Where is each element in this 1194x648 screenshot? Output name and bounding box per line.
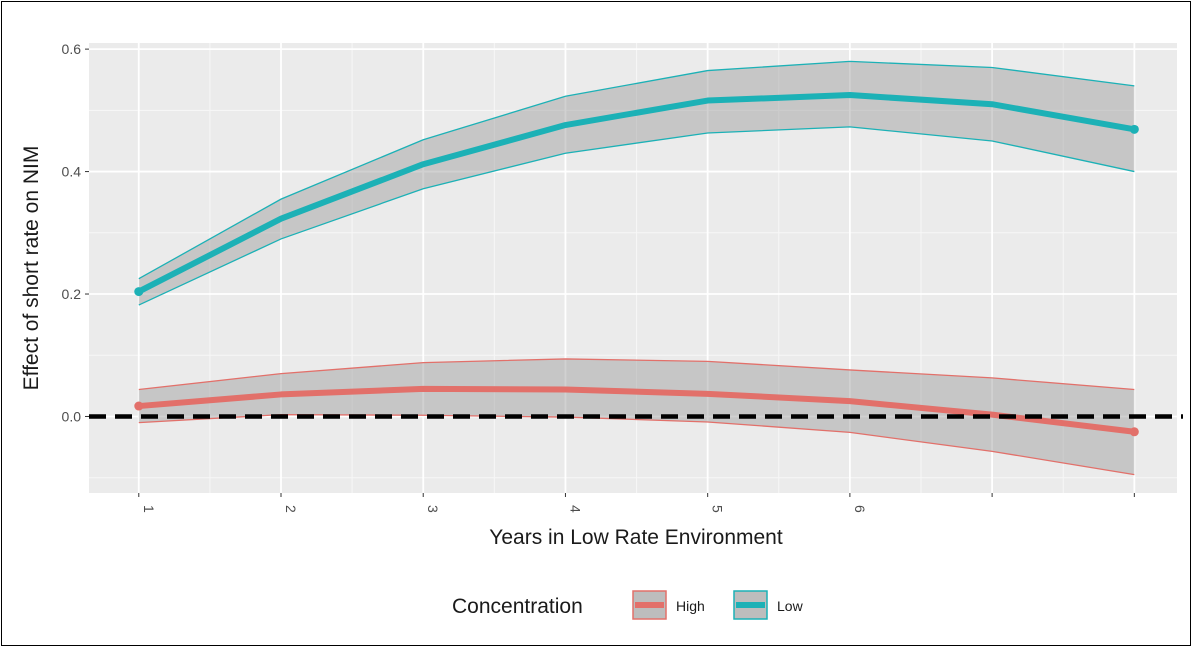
x-axis: 1 2 3 4 5 6	[138, 493, 1135, 513]
ribbon-upper-low	[138, 60, 1135, 280]
x-tick-label: 1	[141, 505, 157, 513]
legend-title: Concentration	[452, 595, 583, 618]
point-low	[134, 287, 144, 297]
point-low	[1129, 124, 1139, 134]
ribbon-low	[138, 61, 1135, 306]
legend-label-high: High	[676, 598, 705, 614]
x-tick-label: 3	[425, 505, 441, 513]
series-lines	[135, 92, 1138, 435]
x-tick-label: 4	[567, 505, 583, 513]
y-tick-label: 0.4	[62, 164, 82, 180]
legend-key-high: High	[632, 590, 705, 620]
legend-label-low: Low	[777, 598, 804, 614]
y-axis-title: Effect of short rate on NIM	[20, 146, 43, 391]
x-tick-label: 2	[283, 505, 299, 513]
y-axis: 0.0 0.2 0.4 0.6	[62, 41, 89, 424]
point-high	[134, 401, 144, 411]
ribbon-upper-high	[138, 358, 1135, 391]
x-tick-label: 6	[852, 505, 868, 513]
series-line-high	[135, 385, 1138, 435]
legend: Concentration High Low	[452, 590, 804, 620]
y-tick-label: 0.6	[62, 41, 82, 57]
y-tick-label: 0.0	[62, 408, 82, 424]
series-points	[134, 124, 1139, 437]
legend-key-low: Low	[733, 590, 804, 620]
point-high	[1129, 427, 1139, 437]
x-tick-label: 5	[710, 505, 726, 513]
y-tick-label: 0.2	[62, 286, 82, 302]
ribbon-lower-low	[138, 126, 1135, 306]
series-line-low	[135, 92, 1138, 295]
x-axis-title: Years in Low Rate Environment	[489, 526, 783, 549]
